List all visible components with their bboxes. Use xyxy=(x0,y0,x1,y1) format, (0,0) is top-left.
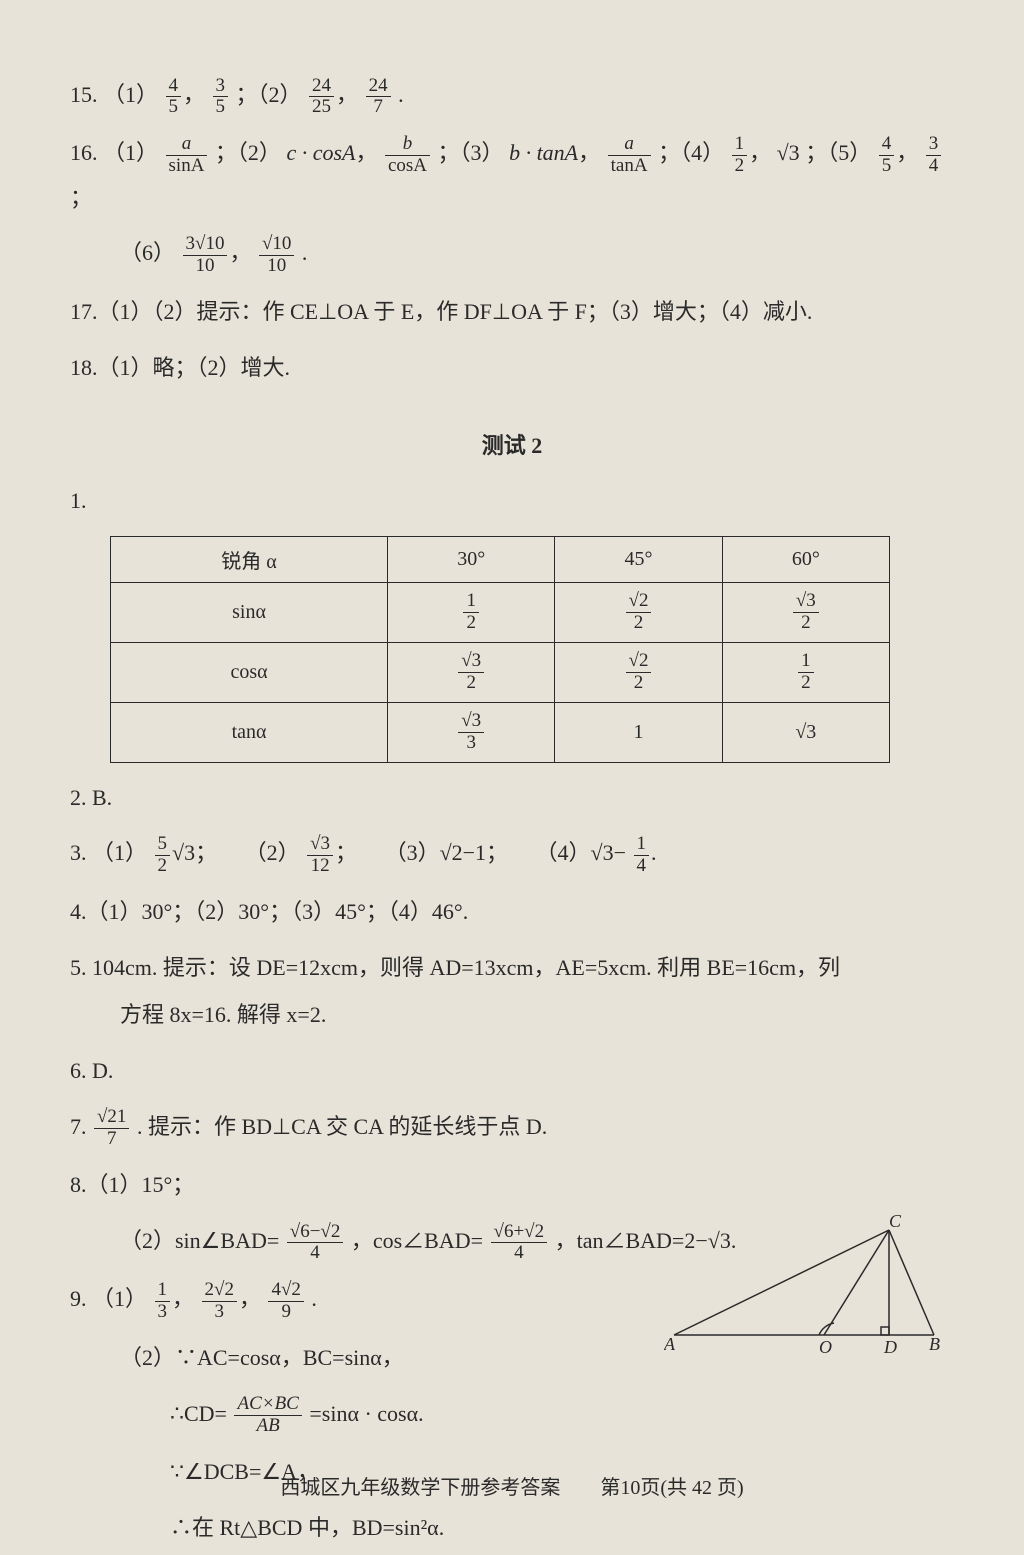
table-row: sinα 12 √22 √32 xyxy=(111,583,890,643)
q9b2: ∴CD= AC×BCAB =sinα · cosα. xyxy=(70,1393,954,1437)
q1-num: 1. xyxy=(70,480,954,522)
q6: 6. D. xyxy=(70,1050,954,1092)
q2: 2. B. xyxy=(70,777,954,819)
label-C: C xyxy=(889,1215,902,1231)
q16-line2: （6） 3√1010， √1010 . xyxy=(70,232,954,276)
q4: 4.（1）30°；（2）30°；（3）45°；（4）46°. xyxy=(70,891,954,933)
label-O: O xyxy=(819,1337,832,1355)
label-A: A xyxy=(664,1334,676,1354)
page-footer: 西城区九年级数学下册参考答案 第10页(共 42 页) xyxy=(0,1471,1024,1500)
table-header: 锐角 α xyxy=(111,537,388,583)
label-B: B xyxy=(929,1334,940,1354)
q9b4: ∴在 Rt△BCD 中，BD=sin²α. xyxy=(70,1507,954,1549)
q17: 17.（1）（2）提示：作 CE⊥OA 于 E，作 DF⊥OA 于 F；（3）增… xyxy=(70,291,954,333)
table-row: tanα √33 1 √3 xyxy=(111,702,890,762)
q18: 18.（1）略；（2）增大. xyxy=(70,347,954,389)
q16-line1: 16. （1） asinA ；（2） c · cosA， bcosA ；（3） … xyxy=(70,132,954,218)
q5a: 5. 104cm. 提示：设 DE=12xcm，则得 AD=13xcm，AE=5… xyxy=(70,947,954,989)
label-D: D xyxy=(883,1337,897,1355)
q15: 15. （1） 45， 35 ；（2） 2425， 247 . xyxy=(70,74,954,118)
q3: 3. （1） 52√3； （2） √312； （3）√2−1； （4）√3− 1… xyxy=(70,832,954,876)
q5b: 方程 8x=16. 解得 x=2. xyxy=(70,994,954,1036)
table-header: 60° xyxy=(722,537,889,583)
table-header: 45° xyxy=(555,537,722,583)
q8a: 8.（1）15°； xyxy=(70,1164,954,1206)
test2-title: 测试 2 xyxy=(70,428,954,460)
table-row: cosα √32 √22 12 xyxy=(111,643,890,703)
triangle-diagram: A O D B C xyxy=(664,1215,944,1355)
trig-table: 锐角 α 30° 45° 60° sinα 12 √22 √32 cosα √3… xyxy=(110,536,890,762)
table-header: 30° xyxy=(388,537,555,583)
q7: 7. √217 . 提示：作 BD⊥CA 交 CA 的延长线于点 D. xyxy=(70,1106,954,1150)
q15-num: 15. xyxy=(70,82,98,107)
